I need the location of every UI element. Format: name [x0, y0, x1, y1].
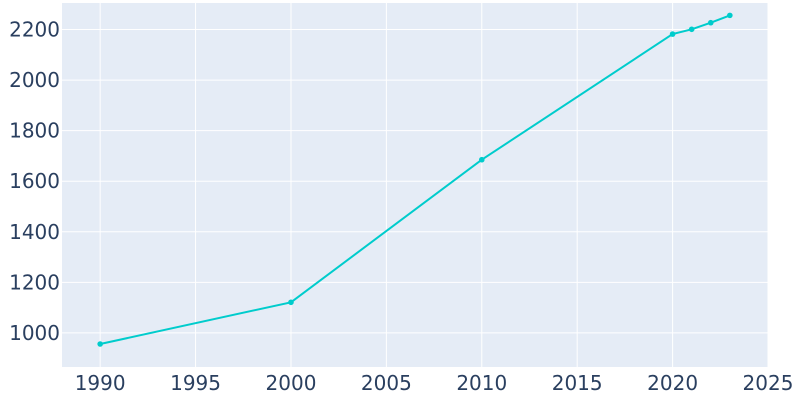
series-group	[97, 12, 733, 347]
plot-area	[62, 3, 768, 367]
y-tick-label: 1400	[9, 220, 60, 244]
data-point	[288, 299, 294, 306]
x-gridlines	[99, 3, 769, 367]
x-tick-label: 1990	[75, 371, 126, 395]
data-point	[669, 31, 676, 37]
x-axis-ticks: 1990 1995 2000 2005 2010 2015 2020 2025	[75, 371, 794, 395]
x-tick-label: 2020	[647, 371, 698, 395]
data-point	[97, 341, 103, 347]
y-tick-label: 2000	[9, 68, 60, 92]
data-point	[688, 26, 695, 33]
x-tick-label: 2025	[743, 371, 794, 395]
data-point	[727, 12, 733, 19]
data-point	[707, 19, 714, 26]
y-tick-label: 1800	[9, 119, 60, 143]
x-tick-label: 1995	[170, 371, 221, 395]
y-gridlines	[62, 29, 768, 334]
x-tick-label: 2015	[552, 371, 603, 395]
data-point	[478, 156, 485, 163]
y-axis-ticks: 1000 1200 1400 1600 1800 2000 2200	[9, 18, 60, 345]
y-tick-label: 1600	[9, 169, 60, 193]
x-tick-label: 2005	[361, 371, 412, 395]
x-tick-label: 2000	[266, 371, 317, 395]
y-tick-label: 1000	[9, 321, 60, 345]
y-tick-label: 1200	[9, 270, 60, 294]
x-tick-label: 2010	[456, 371, 507, 395]
y-tick-label: 2200	[9, 18, 60, 42]
